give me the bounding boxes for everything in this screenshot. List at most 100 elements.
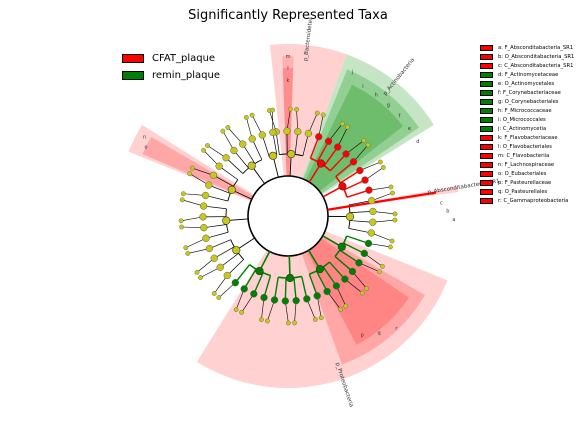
inner-letter-r: r [395,326,398,332]
inner-letter-l: l [287,66,288,72]
tip-edge [294,300,297,323]
tree-node [283,127,291,135]
tip-edge [364,167,384,181]
leaf-node [285,320,291,326]
leaf-node [312,317,318,322]
tip-edge [368,243,391,248]
inner-letter-o: o [144,145,147,151]
key-label: g: O_Corynebacteriales [498,98,559,105]
tree-node [240,285,248,293]
leaf-node [379,263,385,269]
key-swatch [480,170,493,177]
key-label: c: C_Absconditabacteria_SR1 [498,62,574,69]
tree-node [199,213,207,221]
key-swatch [480,98,493,105]
key-row: f: F_Corynebacteriaceae [480,88,576,97]
leaf-edge [205,231,229,239]
key-label: e: O_Actinomycetales [498,80,555,87]
leaf-node [388,184,394,190]
tip-edge [187,248,210,254]
key-swatch [480,80,493,87]
leaf-edge [343,242,365,255]
tip-edge [203,150,220,167]
tip-edge [189,173,209,186]
legend-label-cfat: CFAT_plaque [152,52,216,64]
tree-node [365,186,373,194]
leaf-node [201,147,206,153]
leaf-node [265,318,270,324]
legend-item-remin: remin_plaque [122,67,220,83]
leaf-node [258,317,264,323]
key-row: e: O_Actinomycetales [480,79,576,88]
clade-node [255,266,264,276]
key-swatch [480,143,493,150]
tip-edge [306,298,316,320]
leaf-edge [275,131,280,155]
key-label: o: O_Eubacteriales [498,170,547,177]
key-swatch [480,197,493,204]
tree-node [201,191,210,200]
tree-node [341,275,349,283]
tree-nodes [178,106,398,326]
tree-node [369,218,377,226]
leaf-node [294,106,299,112]
key-label: j: C_Actinomycetia [498,125,547,132]
leaf-node [365,142,371,148]
clade-node [337,242,346,251]
leaf-node [205,143,210,148]
band-q [288,216,410,345]
leaf-edge [309,136,320,159]
inner-letter-q: q [378,331,381,337]
tip-edge [183,193,206,196]
tree-node [215,162,223,170]
leaf-edge [227,259,244,276]
leaf-edge [218,165,238,180]
leaf-node [189,165,195,171]
leaf-node [211,291,217,296]
clade-node [247,161,256,170]
key-row: l: O_Flavobacteriales [480,142,576,151]
key-swatch [480,89,493,96]
key-swatch [480,179,493,186]
tip-edge [372,219,395,223]
tip-edge [326,291,341,310]
key-swatch [480,53,493,60]
leaf-edge [272,132,278,156]
leaf-node [339,121,345,127]
tip-edge [218,282,236,298]
tree-node [332,282,341,290]
leaf-edge [340,169,361,184]
key-swatch [480,125,493,132]
key-row: g: O_Corynebacteriales [480,97,576,106]
leaf-edge [253,272,264,295]
leaf-node [178,218,184,224]
tree-node [294,127,302,136]
tip-edge [181,226,204,228]
inner-letter-n: n [143,134,146,140]
key-row: b: O_Absconditabacteria_SR1 [480,52,576,61]
key-row: o: O_Eubacteriales [480,169,576,178]
leaf-edge [233,150,249,169]
tip-edge [246,117,253,139]
clade-node [227,185,236,194]
inner-letter-j: j [351,70,353,76]
tree-node [205,244,214,253]
tip-edge [352,271,367,289]
tree-node [222,154,230,162]
leaf-node [318,315,324,321]
legend-label-remin: remin_plaque [152,69,220,81]
legend-item-cfat: CFAT_plaque [122,50,220,66]
tree-node [281,297,289,305]
tip-edge [336,285,347,307]
absconditabacteria-spoke [327,191,437,211]
key-label: d: F_Actinomycetaceae [498,71,559,78]
key-swatch [480,107,493,114]
key-row: a: F_Absconditabacteria_SR1 [480,43,576,52]
tip-edge [185,238,207,248]
key-label: f: F_Corynebacteriaceae [498,89,561,96]
tip-edge [308,112,318,134]
leaf-node [225,125,231,130]
legend-swatch-remin [122,70,144,80]
leaf-node [338,306,343,312]
